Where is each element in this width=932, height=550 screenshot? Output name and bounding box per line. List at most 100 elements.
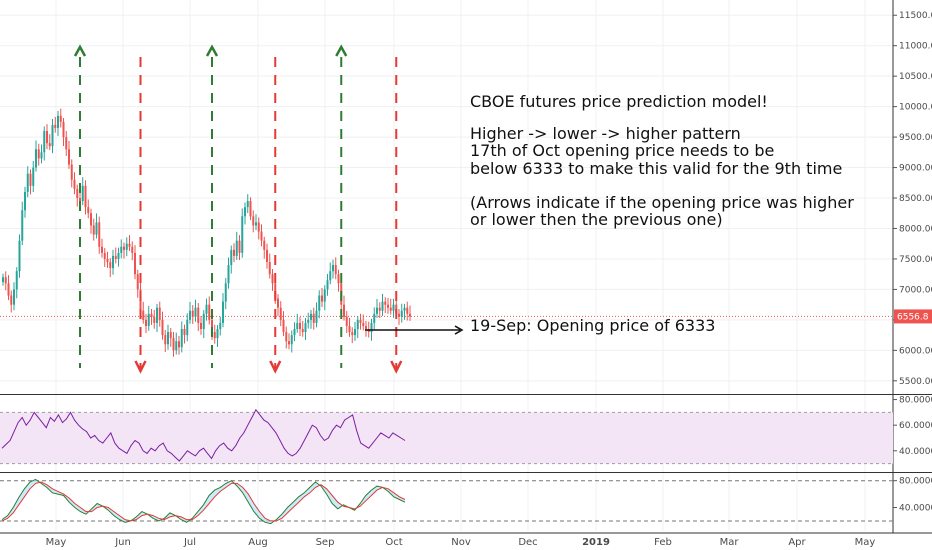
candle-body <box>76 188 79 199</box>
time-tick-label: Jun <box>114 537 131 548</box>
candle-body <box>345 316 348 326</box>
candle-body <box>310 313 312 320</box>
candle-body <box>362 322 365 326</box>
candle-body <box>40 152 43 159</box>
candle-body <box>398 313 400 317</box>
candle-body <box>95 222 98 235</box>
annotation: CBOE futures price prediction model! Hig… <box>470 92 854 335</box>
candle-body <box>197 307 200 323</box>
candle-body <box>260 231 263 241</box>
time-tick-label: Sep <box>316 537 335 548</box>
price-tick-label: 9000.00 <box>899 164 932 174</box>
down-arrowhead <box>269 360 282 374</box>
time-tick-label: Jul <box>183 537 196 548</box>
price-tick-label: 8000.00 <box>899 224 932 234</box>
candle-body <box>235 240 238 256</box>
candle-body <box>213 332 216 339</box>
candle-body <box>334 265 337 275</box>
candle-body <box>318 295 321 311</box>
candle-body <box>10 295 13 305</box>
candle-body <box>125 243 128 250</box>
candle-body <box>106 258 109 262</box>
stoch-tick-label: 40.0000 <box>899 504 932 514</box>
candle-body <box>329 271 332 281</box>
candle-body <box>87 207 90 214</box>
candle-body <box>59 115 62 122</box>
price-tick-label: 11500.00 <box>899 11 932 21</box>
annotation-line: below 6333 to make this valid for the 9t… <box>470 159 842 178</box>
rsi-tick-label: 40.0000 <box>899 447 932 457</box>
candle-body <box>26 173 29 192</box>
candle-body <box>282 319 285 333</box>
candle-body <box>290 335 293 345</box>
candle-body <box>167 332 169 345</box>
candle-body <box>252 216 255 226</box>
candle-body <box>98 222 101 247</box>
candle-body <box>57 115 59 128</box>
candle-body <box>200 322 202 330</box>
candle-body <box>238 240 241 253</box>
candle-body <box>169 332 172 339</box>
candle-body <box>381 301 384 311</box>
candle-body <box>175 341 178 351</box>
candle-body <box>156 307 158 323</box>
candle-body <box>354 329 356 336</box>
candle-body <box>172 338 175 351</box>
candle-body <box>376 307 378 314</box>
price-tick-label: 8500.00 <box>899 194 932 204</box>
candle-body <box>37 149 40 159</box>
candle-body <box>109 262 112 269</box>
down-arrowhead <box>134 360 147 374</box>
candle-body <box>70 164 73 180</box>
candle-body <box>351 332 354 336</box>
candle-body <box>4 277 7 284</box>
up-arrowhead <box>205 44 219 57</box>
candle-body <box>359 319 362 323</box>
candle-body <box>180 329 183 348</box>
candle-body <box>293 329 296 336</box>
candle-body <box>54 124 57 128</box>
candle-body <box>35 149 37 168</box>
candle-body <box>277 298 279 308</box>
candle-body <box>101 246 103 253</box>
rsi-band <box>0 411 893 465</box>
last-price-badge <box>894 309 932 324</box>
candle-body <box>183 329 186 336</box>
candle-body <box>279 307 282 320</box>
candle-body <box>249 201 252 217</box>
candle-body <box>296 322 299 330</box>
candle-body <box>222 301 224 323</box>
candle-body <box>18 240 21 272</box>
down-arrowhead <box>390 360 403 374</box>
stochastic-lines <box>1 478 406 525</box>
candle-body <box>233 249 235 256</box>
up-arrowhead <box>73 44 87 57</box>
candle-body <box>2 277 4 283</box>
candle-body <box>123 246 125 250</box>
candle-body <box>15 271 18 290</box>
candle-body <box>134 252 136 275</box>
candle-body <box>332 265 334 272</box>
price-tick-label: 7500.00 <box>899 255 932 265</box>
candle-body <box>274 283 277 299</box>
candle-body <box>216 329 219 339</box>
candle-body <box>263 240 266 250</box>
annotation-line: CBOE futures price prediction model! <box>470 92 768 111</box>
time-tick-label: Nov <box>451 537 471 548</box>
annotation-line: Higher -> lower -> higher pattern <box>470 124 741 143</box>
candle-body <box>224 283 227 302</box>
rsi-tick-label: 60.0000 <box>899 421 932 431</box>
candle-body <box>307 319 310 323</box>
candle-body <box>348 325 351 333</box>
candle-body <box>315 310 318 323</box>
candle-body <box>62 121 65 138</box>
candle-body <box>194 307 197 317</box>
candles <box>2 108 411 357</box>
candle-body <box>112 255 114 269</box>
annotation-line: 17th of Oct opening price needs to be <box>470 141 774 160</box>
candle-body <box>84 185 87 208</box>
candle-body <box>389 307 392 311</box>
candle-body <box>164 335 167 345</box>
callout-arrowhead <box>454 325 464 335</box>
